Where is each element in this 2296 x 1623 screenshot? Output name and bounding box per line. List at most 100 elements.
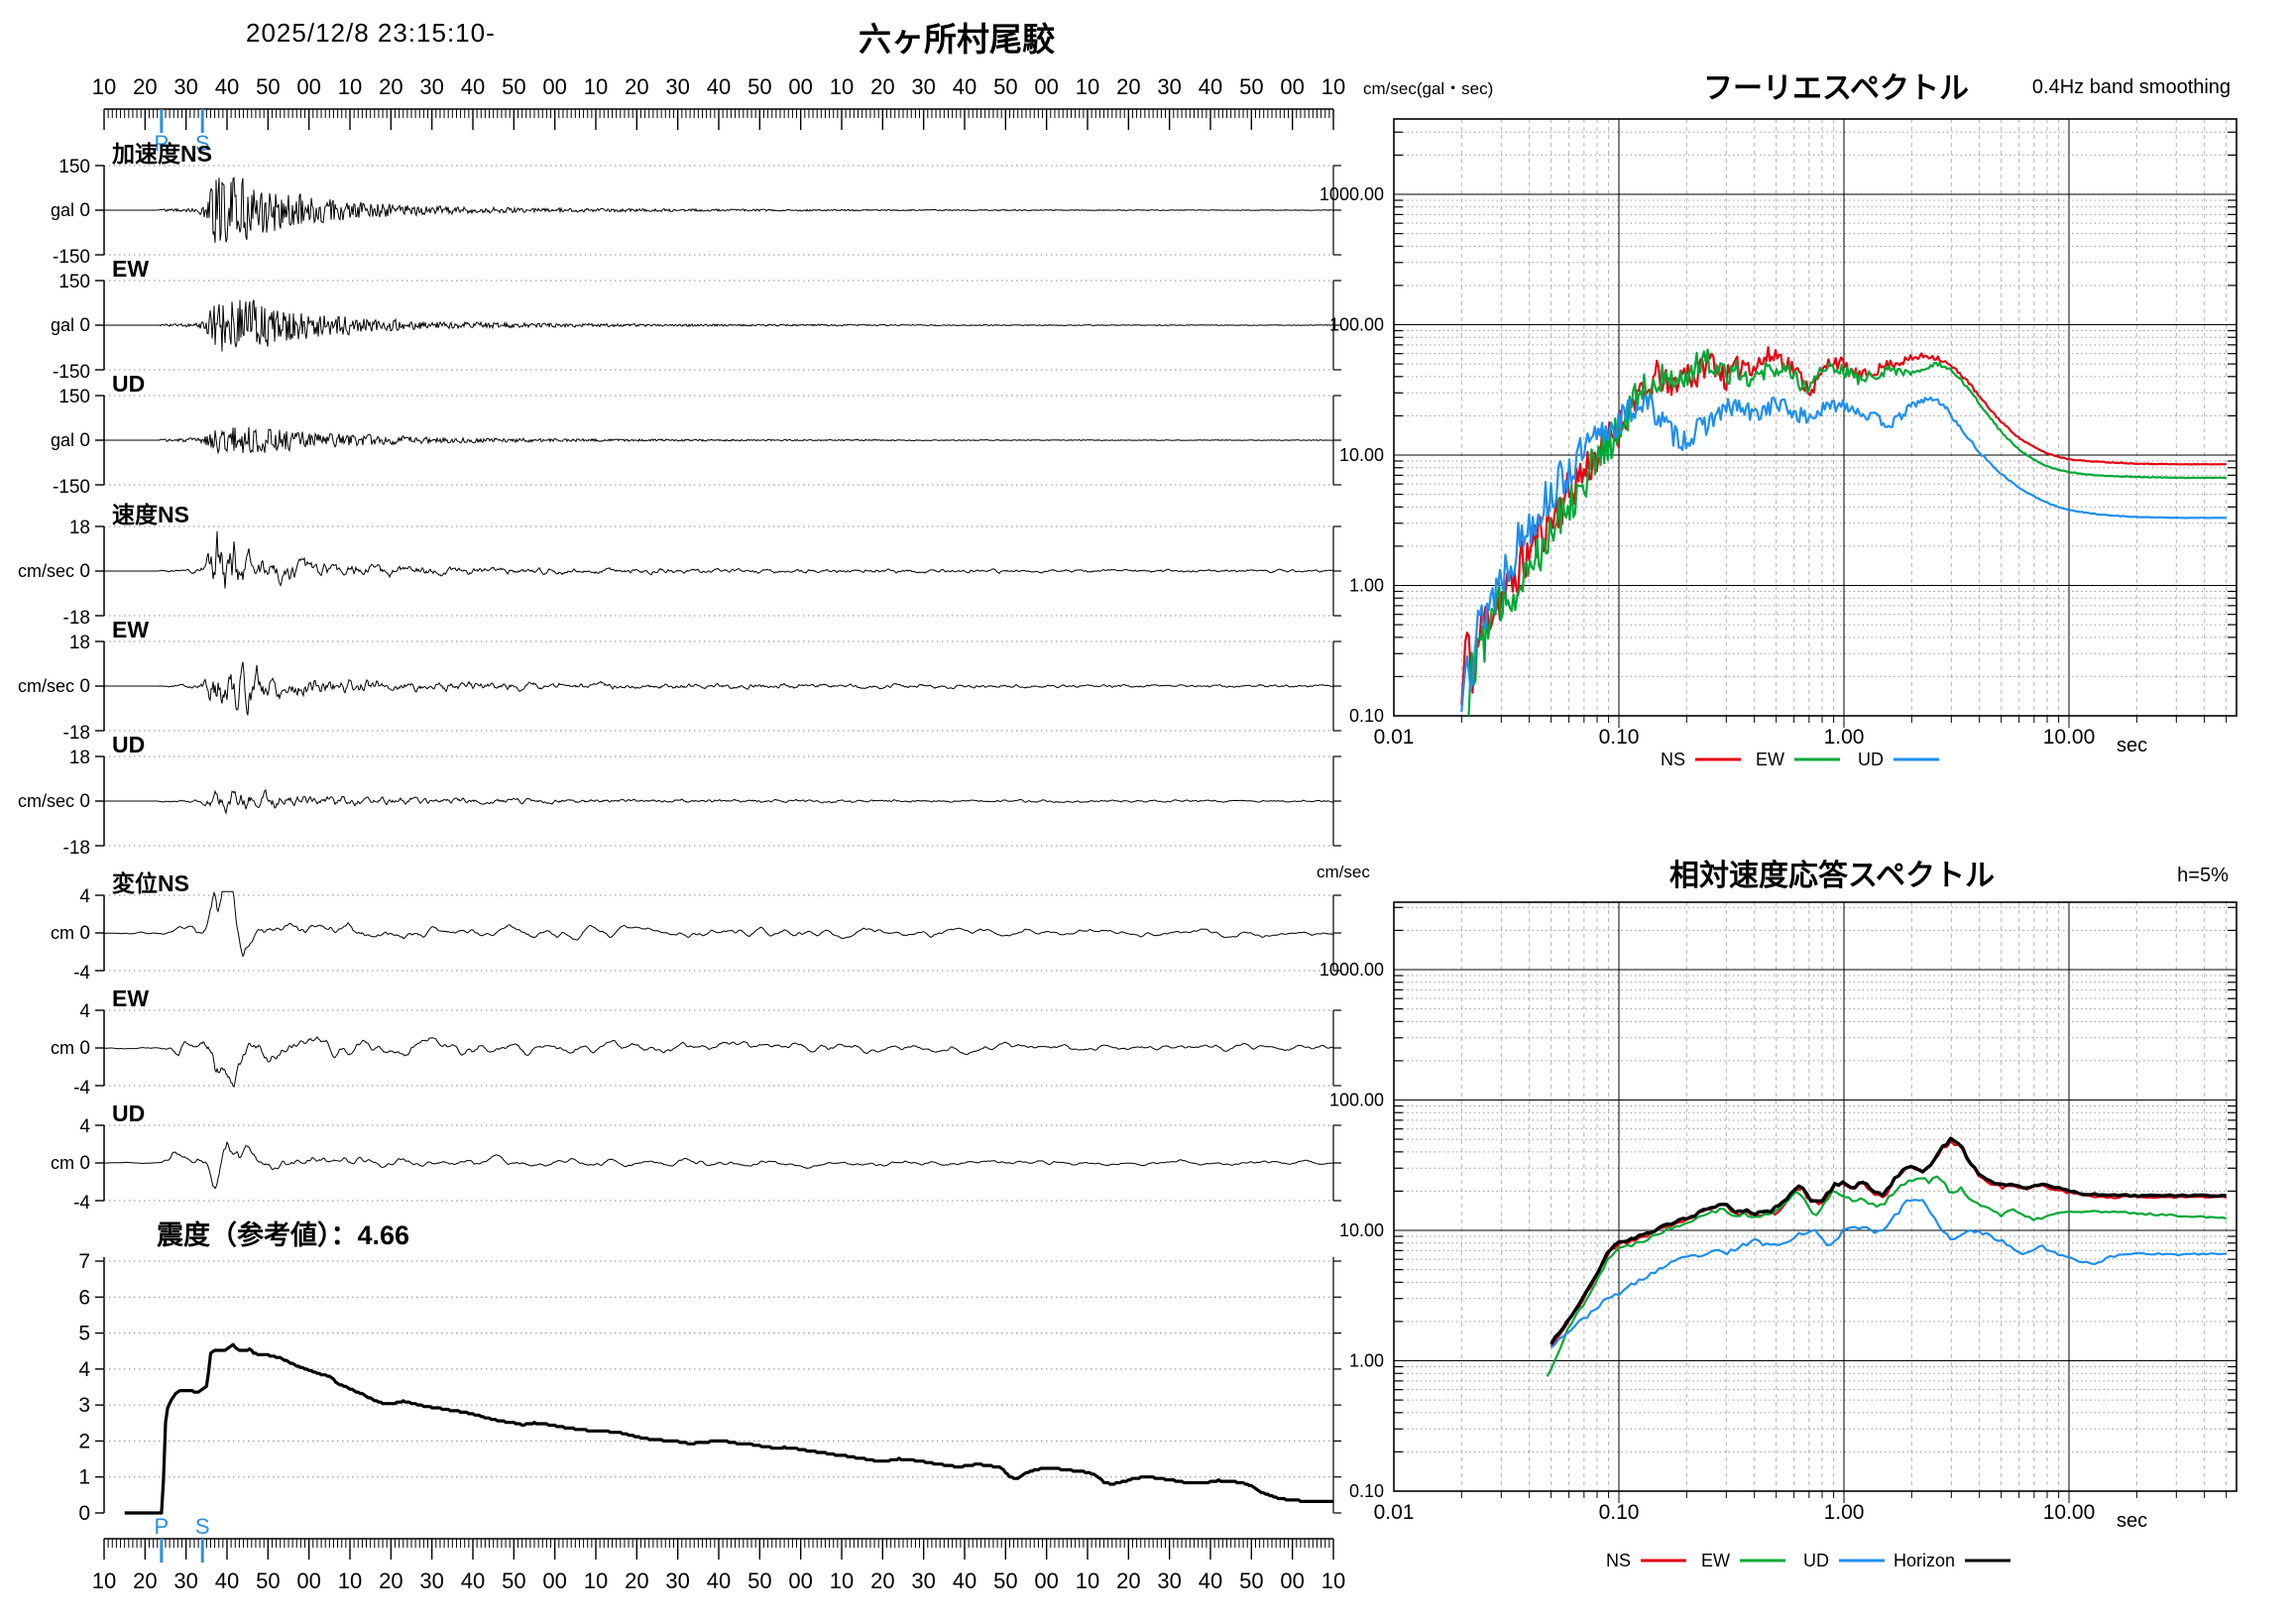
svg-text:変位NS: 変位NS [112,870,189,896]
svg-text:cm: cm [51,1038,74,1058]
svg-text:0: 0 [79,791,90,812]
svg-text:00: 00 [1034,74,1058,99]
svg-text:50: 50 [993,1568,1017,1593]
svg-text:50: 50 [1239,74,1263,99]
svg-text:1.00: 1.00 [1349,576,1384,596]
svg-text:S: S [195,1514,210,1539]
svg-text:-18: -18 [63,838,90,859]
svg-text:10: 10 [92,74,116,99]
record-datetime: 2025/12/8 23:15:10- [246,18,496,48]
svg-text:40: 40 [461,74,485,99]
svg-text:1.00: 1.00 [1824,726,1865,749]
svg-text:10.00: 10.00 [1339,445,1384,465]
svg-text:30: 30 [911,74,935,99]
waveform-strip-0: 加速度NS 150 0 -150 gal [51,141,1341,268]
svg-text:7: 7 [78,1250,90,1273]
svg-text:NS: NS [1606,1551,1631,1570]
svg-text:-4: -4 [73,1078,90,1099]
bottom-time-ruler: 10 20 30 40 50 00 10 20 30 40 50 00 10 20 30 40 50 00 10 20… [92,1514,1345,1593]
svg-text:100.00: 100.00 [1329,315,1384,335]
svg-text:10: 10 [338,1568,362,1593]
svg-text:4: 4 [78,1358,90,1381]
svg-text:30: 30 [911,1568,935,1593]
response-unit-label: cm/sec [1317,863,1370,881]
svg-text:-18: -18 [63,723,90,744]
svg-text:cm/sec: cm/sec [18,791,74,811]
fourier-chart-legend: NS EW UD [1661,750,1939,769]
svg-text:-4: -4 [73,963,90,984]
svg-text:00: 00 [788,74,812,99]
svg-text:0: 0 [79,1153,90,1174]
svg-text:00: 00 [542,74,566,99]
svg-text:150: 150 [58,387,90,407]
svg-text:UD: UD [1803,1551,1829,1570]
svg-text:10: 10 [1321,74,1345,99]
svg-text:20: 20 [133,1568,157,1593]
svg-text:50: 50 [1239,1568,1263,1593]
svg-text:30: 30 [1157,74,1181,99]
svg-text:2: 2 [78,1430,90,1452]
svg-text:EW: EW [112,985,149,1011]
svg-text:0: 0 [79,200,90,221]
svg-text:100.00: 100.00 [1329,1091,1384,1110]
svg-text:UD: UD [112,371,145,397]
svg-text:40: 40 [461,1568,485,1593]
svg-text:30: 30 [173,74,197,99]
svg-text:cm: cm [51,1153,74,1173]
svg-text:10: 10 [1321,1568,1345,1593]
waveform-strip-7: EW 4 0 -4 cm [51,985,1341,1099]
svg-text:6: 6 [78,1286,90,1309]
svg-text:gal: gal [51,200,74,220]
svg-text:Horizon: Horizon [1894,1551,1955,1570]
fourier-subtitle: 0.4Hz band smoothing [2031,76,2232,98]
svg-text:NS: NS [1661,750,1685,769]
svg-text:sec: sec [2117,735,2147,756]
response-title: 相対速度応答スペクトル [1669,860,1995,892]
waveform-strip-3: 速度NS 18 0 -18 cm/sec [18,502,1341,629]
svg-text:0.01: 0.01 [1374,726,1415,749]
waveform-strip-1: EW 150 0 -150 gal [51,256,1341,383]
svg-text:20: 20 [625,1568,648,1593]
svg-text:1: 1 [78,1466,90,1489]
svg-text:50: 50 [502,1568,525,1593]
svg-text:5: 5 [78,1323,90,1345]
svg-text:50: 50 [502,74,525,99]
svg-text:cm/sec: cm/sec [18,561,74,581]
svg-text:sec: sec [2117,1510,2147,1532]
svg-text:-4: -4 [73,1193,90,1214]
response-damping-label: h=5% [2177,865,2229,886]
svg-text:0: 0 [79,430,90,451]
svg-text:10: 10 [584,1568,608,1593]
svg-text:0: 0 [79,1038,90,1059]
svg-text:50: 50 [747,1568,771,1593]
svg-text:-18: -18 [63,608,90,629]
station-title: 六ヶ所村尾駮 [859,21,1055,58]
svg-text:40: 40 [707,74,731,99]
svg-text:10: 10 [92,1568,116,1593]
svg-text:150: 150 [58,157,90,177]
svg-text:10: 10 [338,74,362,99]
svg-text:30: 30 [173,1568,197,1593]
svg-text:0: 0 [79,561,90,582]
svg-text:EW: EW [1701,1551,1730,1570]
svg-text:3: 3 [78,1394,90,1417]
svg-text:20: 20 [870,1568,894,1593]
svg-text:40: 40 [1199,74,1222,99]
svg-text:20: 20 [1116,1568,1140,1593]
svg-text:00: 00 [296,1568,320,1593]
waveform-strip-4: EW 18 0 -18 cm/sec [18,617,1341,744]
svg-text:00: 00 [296,74,320,99]
svg-text:10: 10 [830,74,854,99]
svg-text:20: 20 [870,74,894,99]
svg-text:EW: EW [1756,750,1784,769]
svg-text:30: 30 [1157,1568,1181,1593]
svg-text:P: P [155,1514,170,1539]
svg-text:0: 0 [79,315,90,336]
svg-text:20: 20 [1116,74,1140,99]
svg-text:30: 30 [665,1568,689,1593]
svg-text:00: 00 [1280,74,1304,99]
svg-text:00: 00 [1034,1568,1058,1593]
svg-text:S: S [195,131,210,156]
